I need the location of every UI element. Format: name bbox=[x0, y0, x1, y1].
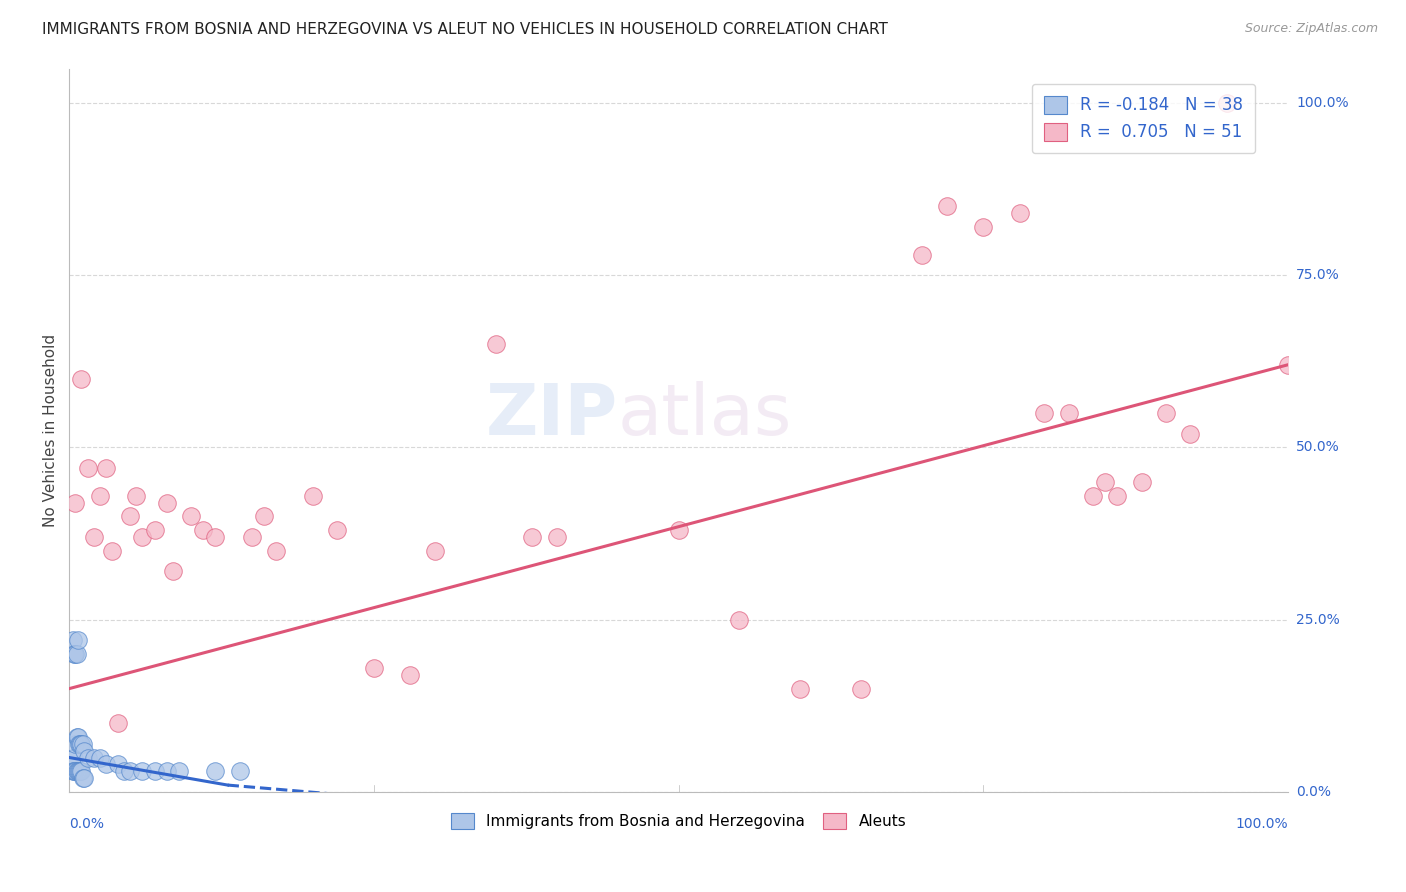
Point bbox=[253, 509, 276, 524]
Point bbox=[72, 771, 94, 785]
Point bbox=[125, 489, 148, 503]
Point bbox=[69, 737, 91, 751]
Point bbox=[72, 737, 94, 751]
Text: 0.0%: 0.0% bbox=[1296, 785, 1331, 799]
Text: IMMIGRANTS FROM BOSNIA AND HERZEGOVINA VS ALEUT NO VEHICLES IN HOUSEHOLD CORRELA: IMMIGRANTS FROM BOSNIA AND HERZEGOVINA V… bbox=[42, 22, 889, 37]
Point bbox=[65, 495, 87, 509]
Point bbox=[62, 764, 84, 779]
Point bbox=[240, 530, 263, 544]
Point bbox=[63, 764, 86, 779]
Point bbox=[62, 633, 84, 648]
Point bbox=[107, 757, 129, 772]
Point bbox=[131, 764, 153, 779]
Point bbox=[120, 764, 142, 779]
Point bbox=[83, 750, 105, 764]
Point bbox=[851, 681, 873, 696]
Point bbox=[1008, 206, 1031, 220]
Point bbox=[94, 461, 117, 475]
Point bbox=[668, 523, 690, 537]
Point bbox=[156, 495, 179, 509]
Text: 0.0%: 0.0% bbox=[69, 817, 104, 831]
Point bbox=[911, 247, 934, 261]
Point bbox=[143, 764, 166, 779]
Point bbox=[112, 764, 135, 779]
Point bbox=[423, 544, 446, 558]
Point bbox=[73, 771, 96, 785]
Point bbox=[1094, 475, 1116, 489]
Y-axis label: No Vehicles in Household: No Vehicles in Household bbox=[44, 334, 58, 527]
Point bbox=[62, 750, 84, 764]
Point bbox=[266, 544, 288, 558]
Point bbox=[66, 633, 89, 648]
Point bbox=[193, 523, 215, 537]
Point bbox=[1107, 489, 1129, 503]
Point bbox=[302, 489, 325, 503]
Point bbox=[546, 530, 568, 544]
Point bbox=[229, 764, 252, 779]
Point bbox=[167, 764, 190, 779]
Text: ZIP: ZIP bbox=[485, 381, 617, 450]
Point bbox=[1180, 426, 1202, 441]
Point bbox=[89, 489, 111, 503]
Point bbox=[70, 371, 93, 385]
Point bbox=[65, 647, 87, 661]
Point bbox=[728, 613, 751, 627]
Point bbox=[63, 750, 86, 764]
Point bbox=[1130, 475, 1153, 489]
Point bbox=[63, 647, 86, 661]
Point bbox=[66, 764, 89, 779]
Point bbox=[65, 737, 87, 751]
Text: 100.0%: 100.0% bbox=[1236, 817, 1288, 831]
Point bbox=[65, 647, 87, 661]
Point bbox=[522, 530, 544, 544]
Legend: Immigrants from Bosnia and Herzegovina, Aleuts: Immigrants from Bosnia and Herzegovina, … bbox=[444, 806, 912, 835]
Point bbox=[1216, 95, 1239, 110]
Point bbox=[180, 509, 202, 524]
Point bbox=[70, 764, 93, 779]
Text: 75.0%: 75.0% bbox=[1296, 268, 1340, 282]
Point bbox=[131, 530, 153, 544]
Point bbox=[65, 764, 87, 779]
Point bbox=[143, 523, 166, 537]
Point bbox=[1277, 358, 1299, 372]
Point bbox=[69, 764, 91, 779]
Point bbox=[83, 530, 105, 544]
Point bbox=[101, 544, 124, 558]
Point bbox=[1154, 406, 1177, 420]
Point bbox=[485, 337, 508, 351]
Point bbox=[156, 764, 179, 779]
Point bbox=[107, 716, 129, 731]
Text: 50.0%: 50.0% bbox=[1296, 441, 1340, 454]
Point bbox=[399, 668, 422, 682]
Point bbox=[789, 681, 811, 696]
Point bbox=[76, 750, 98, 764]
Point bbox=[1081, 489, 1104, 503]
Point bbox=[1057, 406, 1080, 420]
Point bbox=[363, 661, 385, 675]
Point bbox=[67, 737, 90, 751]
Point bbox=[972, 219, 994, 234]
Point bbox=[935, 199, 957, 213]
Point bbox=[65, 730, 87, 744]
Point bbox=[94, 757, 117, 772]
Point bbox=[89, 750, 111, 764]
Text: Source: ZipAtlas.com: Source: ZipAtlas.com bbox=[1244, 22, 1378, 36]
Text: 100.0%: 100.0% bbox=[1296, 96, 1348, 110]
Point bbox=[326, 523, 349, 537]
Point bbox=[76, 461, 98, 475]
Point bbox=[73, 744, 96, 758]
Point bbox=[65, 764, 87, 779]
Point bbox=[204, 764, 226, 779]
Point bbox=[70, 737, 93, 751]
Point bbox=[67, 764, 90, 779]
Point bbox=[120, 509, 142, 524]
Point bbox=[1033, 406, 1056, 420]
Text: 25.0%: 25.0% bbox=[1296, 613, 1340, 627]
Text: atlas: atlas bbox=[617, 381, 792, 450]
Point bbox=[66, 730, 89, 744]
Point bbox=[162, 565, 184, 579]
Point bbox=[204, 530, 226, 544]
